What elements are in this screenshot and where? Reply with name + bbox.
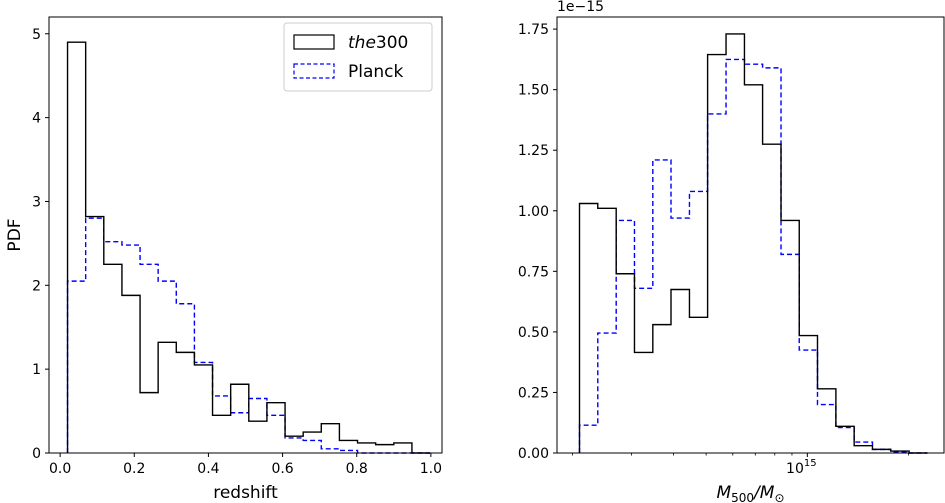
x-tick-label: 0.0 [49, 461, 71, 477]
redshift-histogram-panel: 0.0 0.2 0.4 0.6 0.8 1.0 0 1 2 3 4 5 redshift PDF th… [5, 16, 443, 503]
y-tick-label: 3 [32, 194, 41, 210]
x-tick-label: 0.2 [123, 461, 145, 477]
y-tick-label: 1.75 [518, 22, 549, 38]
redshift-x-axis-label: redshift [213, 483, 278, 503]
x-tick-label: 0.4 [197, 461, 219, 477]
y-tick-label: 5 [32, 27, 41, 43]
y-tick-label: 1.00 [518, 204, 549, 220]
legend-label-the300: the300 [348, 33, 408, 53]
histogram-planck-mass [578, 58, 928, 454]
legend-swatch-planck [293, 63, 335, 79]
mass-axes-frame [556, 16, 945, 454]
redshift-series-group [66, 41, 431, 454]
mass-histogram-panel: 0.00 0.25 0.50 0.75 1.00 1.25 1.50 1.75 1015 1e−… [518, 0, 945, 503]
x-tick-label: 1.0 [420, 461, 442, 477]
redshift-ticks-group: 0.0 0.2 0.4 0.6 0.8 1.0 0 1 2 3 4 5 [32, 27, 442, 477]
redshift-y-axis-label: PDF [5, 218, 25, 251]
mass-series-group [578, 33, 928, 454]
legend-swatch-the300 [293, 34, 335, 50]
y-tick-label: 0.50 [518, 325, 549, 341]
legend-box [283, 22, 433, 92]
histogram-the300-redshift [66, 41, 431, 454]
x-tick-label: 1015 [786, 458, 817, 477]
y-tick-label: 0.00 [518, 446, 549, 462]
y-tick-label: 1 [32, 362, 41, 378]
y-tick-label: 2 [32, 278, 41, 294]
x-tick-label: 0.8 [346, 461, 368, 477]
mass-x-axis-label: M500/M⊙ [716, 483, 784, 503]
y-tick-label: 0.25 [518, 385, 549, 401]
histogram-the300-mass [578, 33, 928, 454]
legend-label-planck: Planck [348, 62, 404, 82]
legend: the300 Planck [283, 22, 433, 92]
y-tick-label: 0 [32, 446, 41, 462]
y-tick-label: 4 [32, 111, 41, 127]
y-tick-label: 1.25 [518, 143, 549, 159]
y-tick-label: 1.50 [518, 83, 549, 99]
x-tick-label: 0.6 [271, 461, 293, 477]
y-tick-label: 0.75 [518, 264, 549, 280]
redshift-axes-frame [48, 16, 443, 454]
mass-ticks-group: 0.00 0.25 0.50 0.75 1.00 1.25 1.50 1.75 1015 [518, 22, 909, 477]
mass-y-offset-text: 1e−15 [557, 0, 604, 15]
